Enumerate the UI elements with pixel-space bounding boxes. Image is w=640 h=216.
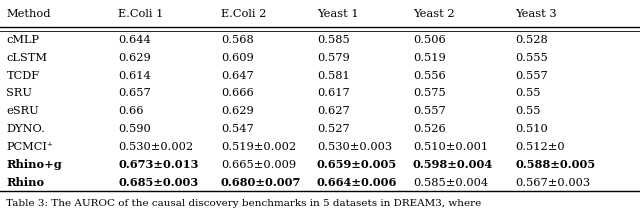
Text: 0.647: 0.647 <box>221 71 253 81</box>
Text: 0.55: 0.55 <box>515 88 541 98</box>
Text: 0.519: 0.519 <box>413 53 445 63</box>
Text: 0.627: 0.627 <box>317 106 349 116</box>
Text: 0.617: 0.617 <box>317 88 349 98</box>
Text: 0.547: 0.547 <box>221 124 253 134</box>
Text: 0.664±0.006: 0.664±0.006 <box>317 177 397 188</box>
Text: SRU: SRU <box>6 88 33 98</box>
Text: Yeast 1: Yeast 1 <box>317 9 358 19</box>
Text: 0.55: 0.55 <box>515 106 541 116</box>
Text: 0.567±0.003: 0.567±0.003 <box>515 178 590 187</box>
Text: 0.665±0.009: 0.665±0.009 <box>221 160 296 170</box>
Text: cLSTM: cLSTM <box>6 53 47 63</box>
Text: E.Coli 2: E.Coli 2 <box>221 9 266 19</box>
Text: 0.590: 0.590 <box>118 124 151 134</box>
Text: 0.527: 0.527 <box>317 124 349 134</box>
Text: 0.588±0.005: 0.588±0.005 <box>515 159 595 170</box>
Text: Yeast 2: Yeast 2 <box>413 9 454 19</box>
Text: 0.585: 0.585 <box>317 35 349 45</box>
Text: 0.609: 0.609 <box>221 53 253 63</box>
Text: PCMCI⁺: PCMCI⁺ <box>6 142 53 152</box>
Text: 0.510: 0.510 <box>515 124 548 134</box>
Text: 0.585±0.004: 0.585±0.004 <box>413 178 488 187</box>
Text: 0.512±0: 0.512±0 <box>515 142 565 152</box>
Text: 0.598±0.004: 0.598±0.004 <box>413 159 493 170</box>
Text: 0.659±0.005: 0.659±0.005 <box>317 159 397 170</box>
Text: TCDF: TCDF <box>6 71 40 81</box>
Text: 0.66: 0.66 <box>118 106 144 116</box>
Text: 0.629: 0.629 <box>221 106 253 116</box>
Text: Yeast 3: Yeast 3 <box>515 9 557 19</box>
Text: 0.557: 0.557 <box>515 71 548 81</box>
Text: 0.530±0.002: 0.530±0.002 <box>118 142 193 152</box>
Text: 0.644: 0.644 <box>118 35 151 45</box>
Text: 0.629: 0.629 <box>118 53 151 63</box>
Text: Method: Method <box>6 9 51 19</box>
Text: 0.530±0.003: 0.530±0.003 <box>317 142 392 152</box>
Text: 0.557: 0.557 <box>413 106 445 116</box>
Text: 0.614: 0.614 <box>118 71 151 81</box>
Text: 0.526: 0.526 <box>413 124 445 134</box>
Text: cMLP: cMLP <box>6 35 40 45</box>
Text: 0.680±0.007: 0.680±0.007 <box>221 177 301 188</box>
Text: 0.555: 0.555 <box>515 53 548 63</box>
Text: Rhino: Rhino <box>6 177 45 188</box>
Text: 0.657: 0.657 <box>118 88 151 98</box>
Text: Rhino+g: Rhino+g <box>6 159 62 170</box>
Text: E.Coli 1: E.Coli 1 <box>118 9 164 19</box>
Text: eSRU: eSRU <box>6 106 39 116</box>
Text: 0.510±0.001: 0.510±0.001 <box>413 142 488 152</box>
Text: 0.579: 0.579 <box>317 53 349 63</box>
Text: 0.685±0.003: 0.685±0.003 <box>118 177 198 188</box>
Text: 0.673±0.013: 0.673±0.013 <box>118 159 199 170</box>
Text: Table 3: The AUROC of the causal discovery benchmarks in 5 datasets in DREAM3, w: Table 3: The AUROC of the causal discove… <box>6 199 482 208</box>
Text: 0.666: 0.666 <box>221 88 253 98</box>
Text: DYNO.: DYNO. <box>6 124 45 134</box>
Text: 0.575: 0.575 <box>413 88 445 98</box>
Text: 0.581: 0.581 <box>317 71 349 81</box>
Text: 0.519±0.002: 0.519±0.002 <box>221 142 296 152</box>
Text: 0.528: 0.528 <box>515 35 548 45</box>
Text: 0.568: 0.568 <box>221 35 253 45</box>
Text: 0.506: 0.506 <box>413 35 445 45</box>
Text: 0.556: 0.556 <box>413 71 445 81</box>
